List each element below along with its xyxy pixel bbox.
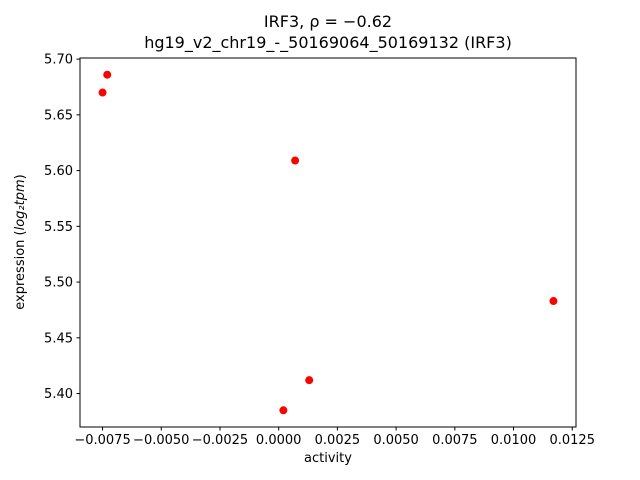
y-tick-label: 5.60 (44, 164, 73, 179)
x-tick-label: 0.0025 (315, 433, 361, 448)
y-axis-label-suffix: ) (13, 174, 28, 179)
data-point (279, 406, 288, 415)
data-point (291, 156, 300, 165)
data-point (98, 88, 107, 97)
x-tick-label: 0.0075 (432, 433, 478, 448)
x-tick-label: 0.0050 (373, 433, 419, 448)
chart-subtitle: hg19_v2_chr19_-_50169064_50169132 (IRF3) (144, 33, 512, 53)
x-tick-label: 0.0100 (491, 433, 537, 448)
x-tick-label: 0.0000 (256, 433, 302, 448)
y-tick-label: 5.40 (44, 387, 73, 402)
data-point (103, 70, 112, 79)
y-tick-label: 5.55 (44, 220, 73, 235)
y-axis-label-prefix: expression ( (13, 230, 28, 309)
x-tick-label: −0.0075 (74, 433, 130, 448)
data-point (549, 297, 558, 306)
x-tick-label: 0.0125 (549, 433, 595, 448)
y-tick-label: 5.45 (44, 331, 73, 346)
x-axis-label: activity (304, 451, 352, 466)
plot-frame (79, 57, 577, 428)
y-tick-label: 5.70 (44, 53, 73, 68)
y-axis-label-math: log₂tpm (13, 179, 28, 230)
y-axis-label: expression (log₂tpm) (13, 174, 28, 309)
data-point (305, 376, 314, 385)
chart-title: IRF3, ρ = −0.62 (264, 12, 392, 31)
x-tick-label: −0.0050 (133, 433, 189, 448)
y-tick-label: 5.65 (44, 108, 73, 123)
x-tick-label: −0.0025 (192, 433, 248, 448)
y-tick-label: 5.50 (44, 276, 73, 291)
